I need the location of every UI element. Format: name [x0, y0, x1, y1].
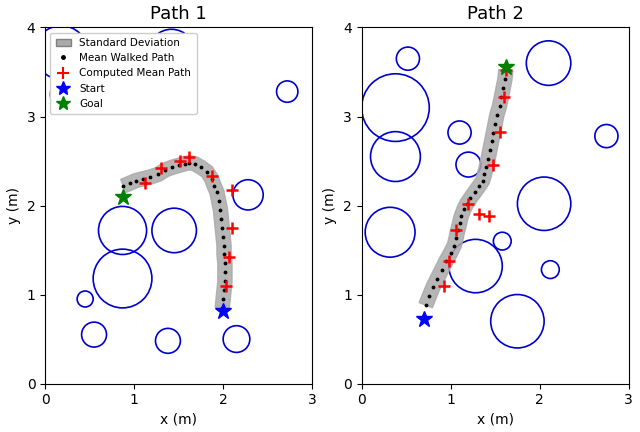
Title: Path 2: Path 2 [467, 5, 524, 23]
Title: Path 1: Path 1 [150, 5, 207, 23]
Y-axis label: y (m): y (m) [7, 187, 21, 224]
X-axis label: x (m): x (m) [160, 413, 197, 427]
X-axis label: x (m): x (m) [477, 413, 514, 427]
Polygon shape [120, 156, 232, 308]
Legend: Standard Deviation, Mean Walked Path, Computed Mean Path, Start, Goal: Standard Deviation, Mean Walked Path, Co… [51, 33, 196, 114]
Polygon shape [419, 70, 513, 308]
Y-axis label: y (m): y (m) [323, 187, 337, 224]
